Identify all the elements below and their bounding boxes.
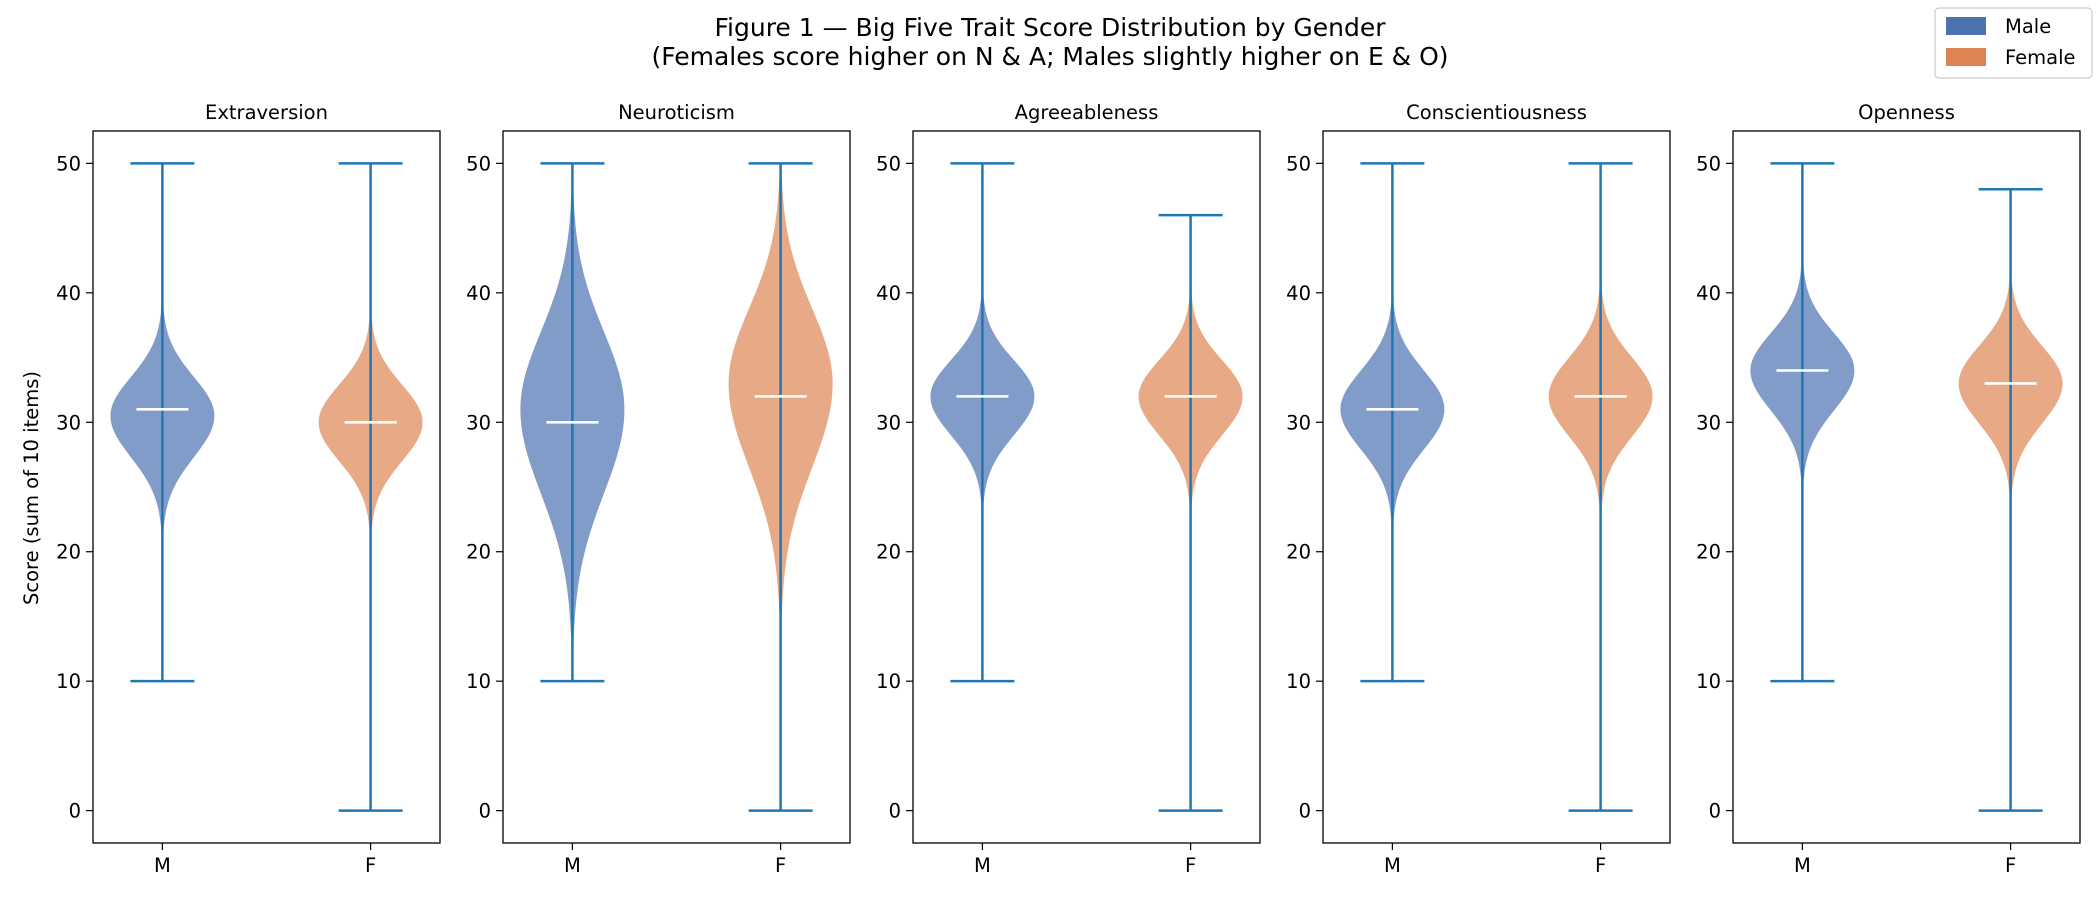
panel-title: Conscientiousness <box>1406 101 1587 124</box>
y-axis-label: Score (sum of 10 items) <box>20 371 43 605</box>
y-tick-label: 20 <box>1286 541 1311 564</box>
x-tick-label: F <box>365 854 376 877</box>
y-tick-label: 40 <box>1286 282 1311 305</box>
figure-subtitle: (Females score higher on N & A; Males sl… <box>651 42 1448 71</box>
y-tick-label: 50 <box>1696 152 1721 175</box>
legend-swatch-male <box>1946 17 1986 35</box>
panel-title: Extraversion <box>205 101 328 124</box>
y-tick-label: 40 <box>56 282 81 305</box>
panel-frame <box>502 130 851 844</box>
y-tick-label: 10 <box>1696 670 1721 693</box>
legend-swatch-female <box>1946 48 1986 66</box>
legend-label-female: Female <box>2005 46 2076 69</box>
panel-extraversion: Extraversion 0 10 20 30 40 50 M F <box>56 101 441 877</box>
y-tick-label: 10 <box>466 670 491 693</box>
y-tick-label: 30 <box>876 411 901 434</box>
legend-label-male: Male <box>2005 15 2051 38</box>
y-tick-label: 30 <box>1286 411 1311 434</box>
figure-title: Figure 1 — Big Five Trait Score Distribu… <box>714 13 1386 42</box>
y-tick-label: 10 <box>56 670 81 693</box>
x-tick-label: M <box>974 854 991 877</box>
y-tick-label: 0 <box>1709 800 1721 823</box>
y-tick-label: 50 <box>56 152 81 175</box>
x-tick-label: F <box>775 854 786 877</box>
y-tick-label: 0 <box>479 800 491 823</box>
panel-openness: Openness 0 10 20 30 40 50 M F <box>1696 101 2081 877</box>
y-tick-label: 40 <box>876 282 901 305</box>
y-tick-label: 40 <box>1696 282 1721 305</box>
panel-agreeableness: Agreeableness 0 10 20 30 40 50 M F <box>876 101 1261 877</box>
y-tick-label: 20 <box>56 541 81 564</box>
x-tick-label: F <box>2005 854 2016 877</box>
y-tick-label: 0 <box>1299 800 1311 823</box>
y-tick-label: 30 <box>56 411 81 434</box>
panel-title: Openness <box>1858 101 1955 124</box>
panel-conscientiousness: Conscientiousness 0 10 20 30 40 50 M F <box>1286 101 1671 877</box>
panel-frame <box>1732 130 2081 844</box>
y-tick-label: 50 <box>1286 152 1311 175</box>
panel-neuroticism: Neuroticism 0 10 20 30 40 50 M F <box>466 101 851 877</box>
y-tick-label: 30 <box>1696 411 1721 434</box>
y-tick-label: 10 <box>1286 670 1311 693</box>
x-tick-label: M <box>1794 854 1811 877</box>
x-tick-label: F <box>1185 854 1196 877</box>
y-tick-label: 10 <box>876 670 901 693</box>
y-tick-label: 50 <box>466 152 491 175</box>
y-tick-label: 0 <box>69 800 81 823</box>
panels: Extraversion 0 10 20 30 40 50 M F Neuroticism 0 10 2… <box>56 101 2081 877</box>
legend: Male Female <box>1934 7 2093 79</box>
y-tick-label: 20 <box>466 541 491 564</box>
y-tick-label: 50 <box>876 152 901 175</box>
panel-title: Agreeableness <box>1015 101 1159 124</box>
y-tick-label: 30 <box>466 411 491 434</box>
y-tick-label: 40 <box>466 282 491 305</box>
x-tick-label: M <box>1384 854 1401 877</box>
x-tick-label: M <box>154 854 171 877</box>
y-tick-label: 20 <box>876 541 901 564</box>
x-tick-label: M <box>564 854 581 877</box>
y-tick-label: 20 <box>1696 541 1721 564</box>
y-tick-label: 0 <box>889 800 901 823</box>
panel-frame <box>92 130 441 844</box>
panel-title: Neuroticism <box>618 101 735 124</box>
panel-frame <box>912 130 1261 844</box>
panel-frame <box>1322 130 1671 844</box>
x-tick-label: F <box>1595 854 1606 877</box>
